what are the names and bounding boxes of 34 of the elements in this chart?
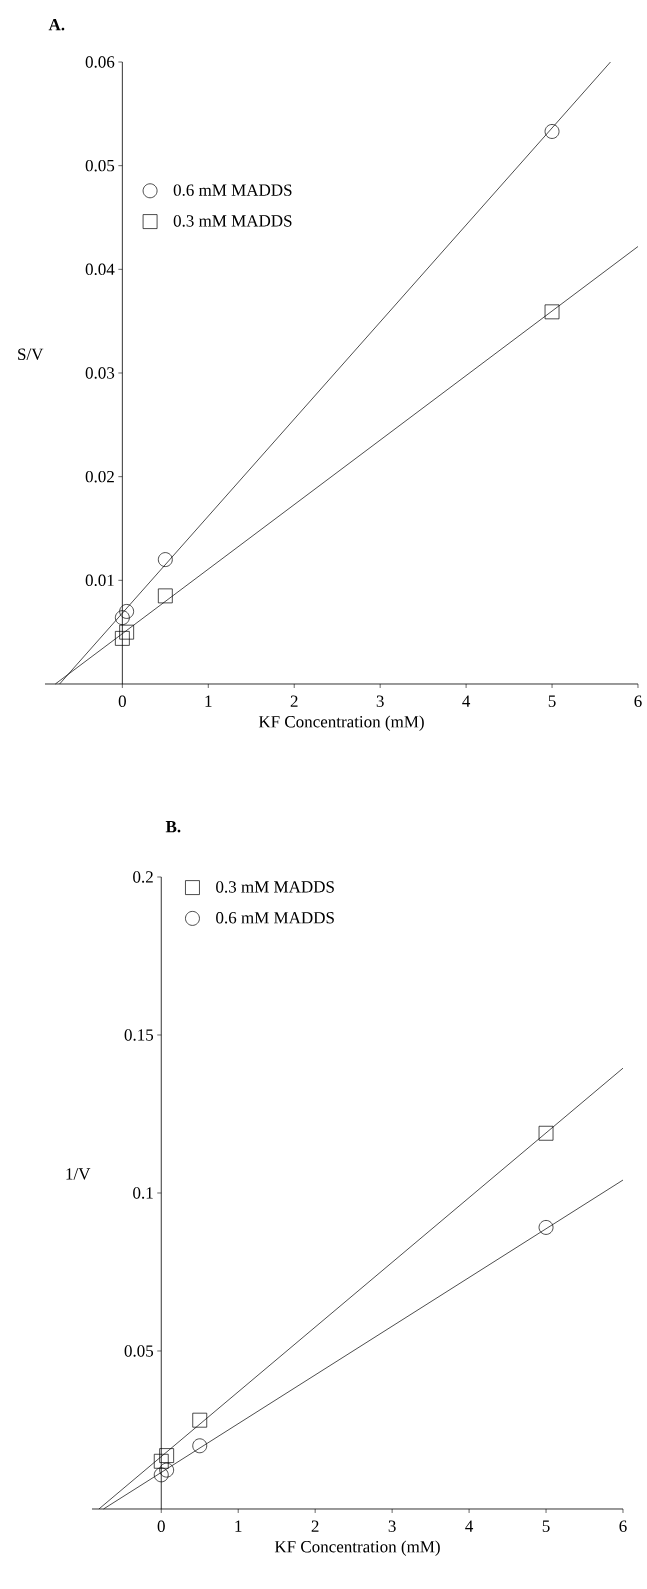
y-axis-title: S/V	[18, 348, 44, 361]
chart-title: B.	[165, 821, 181, 833]
y-tick-label: 0.04	[85, 263, 115, 276]
x-tick-label: 3	[388, 1520, 396, 1532]
x-tick-label: 4	[462, 695, 471, 707]
chart-title: A.	[48, 19, 65, 31]
legend-label: 0.6 mM MADDS	[216, 911, 334, 924]
y-tick-label: 0.15	[124, 1029, 154, 1041]
y-tick-label: 0.1	[133, 1187, 153, 1199]
x-axis-title: KF Concentration (mM)	[274, 1540, 440, 1556]
x-tick-label: 2	[311, 1520, 319, 1532]
x-tick-label: 4	[465, 1520, 474, 1532]
x-tick-label: 0	[157, 1520, 165, 1532]
y-tick-label: 0.03	[85, 367, 115, 379]
x-tick-label: 0	[118, 695, 126, 707]
x-tick-label: 1	[205, 695, 212, 707]
x-tick-label: 6	[634, 695, 642, 707]
legend-label: 0.6 mM MADDS	[173, 184, 292, 196]
x-tick-label: 5	[548, 695, 556, 707]
y-tick-label: 0.2	[133, 871, 153, 883]
x-axis-title: KF Concentration (mM)	[258, 715, 424, 731]
y-tick-label: 0.06	[85, 56, 115, 68]
y-tick-label: 0.02	[85, 470, 114, 483]
y-tick-label: 0.01	[85, 574, 114, 587]
x-tick-label: 5	[542, 1520, 550, 1532]
x-tick-label: 6	[619, 1520, 627, 1532]
y-axis-title: 1/V	[66, 1168, 91, 1180]
x-tick-label: 3	[376, 695, 384, 707]
legend-label: 0.3 mM MADDS	[173, 215, 292, 227]
x-tick-label: 1	[235, 1520, 242, 1532]
y-tick-label: 0.05	[85, 159, 115, 172]
legend-label: 0.3 mM MADDS	[216, 881, 334, 893]
y-tick-label: 0.05	[124, 1345, 154, 1357]
x-tick-label: 2	[290, 695, 298, 707]
